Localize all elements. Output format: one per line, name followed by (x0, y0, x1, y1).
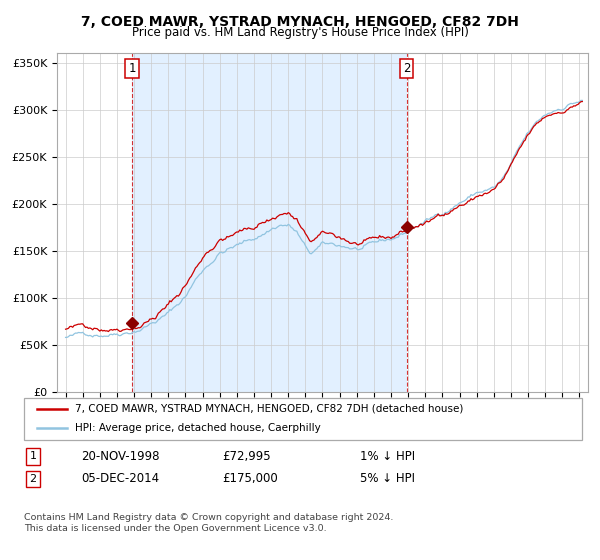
Text: HPI: Average price, detached house, Caerphilly: HPI: Average price, detached house, Caer… (75, 423, 321, 433)
Text: 7, COED MAWR, YSTRAD MYNACH, HENGOED, CF82 7DH (detached house): 7, COED MAWR, YSTRAD MYNACH, HENGOED, CF… (75, 404, 463, 414)
Text: 1% ↓ HPI: 1% ↓ HPI (360, 450, 415, 463)
Text: 1: 1 (29, 451, 37, 461)
Text: This data is licensed under the Open Government Licence v3.0.: This data is licensed under the Open Gov… (24, 524, 326, 533)
Text: £175,000: £175,000 (222, 472, 278, 486)
Text: 5% ↓ HPI: 5% ↓ HPI (360, 472, 415, 486)
Text: 05-DEC-2014: 05-DEC-2014 (81, 472, 159, 486)
Text: £72,995: £72,995 (222, 450, 271, 463)
Text: 2: 2 (403, 62, 410, 75)
Text: 2: 2 (29, 474, 37, 484)
Text: 1: 1 (128, 62, 136, 75)
Text: 7, COED MAWR, YSTRAD MYNACH, HENGOED, CF82 7DH: 7, COED MAWR, YSTRAD MYNACH, HENGOED, CF… (81, 15, 519, 29)
Text: Price paid vs. HM Land Registry's House Price Index (HPI): Price paid vs. HM Land Registry's House … (131, 26, 469, 39)
Bar (132, 53, 407, 392)
Text: 20-NOV-1998: 20-NOV-1998 (81, 450, 160, 463)
Text: Contains HM Land Registry data © Crown copyright and database right 2024.: Contains HM Land Registry data © Crown c… (24, 513, 394, 522)
